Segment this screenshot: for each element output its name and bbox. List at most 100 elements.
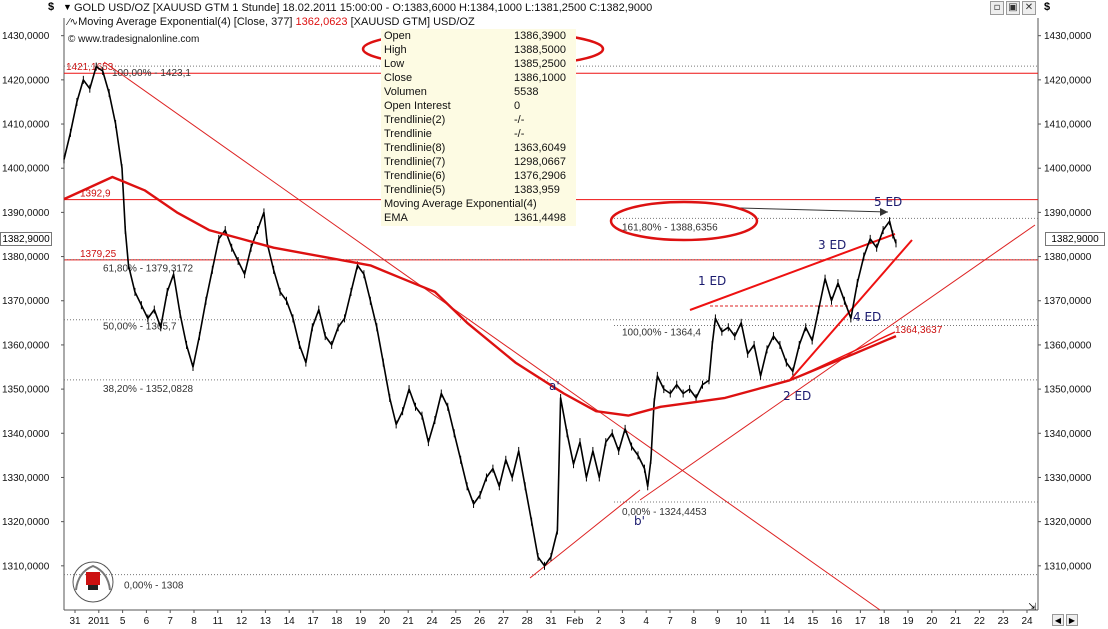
data-window-value: 1361,4498 xyxy=(514,212,566,224)
x-tick-label: 31 xyxy=(69,616,81,627)
x-tick-label: 26 xyxy=(474,616,486,627)
y-tick-label-right: 1410,0000 xyxy=(1044,120,1092,131)
data-window-value: 1376,2906 xyxy=(514,170,566,182)
y-tick-label-right: 1340,0000 xyxy=(1044,429,1092,440)
x-tick-label: 20 xyxy=(379,616,391,627)
scroll-right-button[interactable]: ▶ xyxy=(1066,614,1078,626)
symbol-header: GOLD USD/OZ [XAUUSD GTM 1 Stunde] 18.02.… xyxy=(74,2,652,14)
data-window-value: 1386,1000 xyxy=(514,72,566,84)
data-window-value: 1386,3900 xyxy=(514,30,566,42)
x-tick-label: 11 xyxy=(760,616,771,627)
x-tick-label: 19 xyxy=(355,616,367,627)
x-tick-label: 15 xyxy=(807,616,819,627)
wave-label: b' xyxy=(634,514,645,528)
x-tick-label: 2011 xyxy=(88,616,110,627)
copyright-text: © www.tradesignalonline.com xyxy=(68,34,200,45)
trend-line xyxy=(529,489,641,579)
data-window-value: 1298,0667 xyxy=(514,156,566,168)
data-window-row: Close 1386,1000 xyxy=(384,71,574,85)
y-tick-label-right: 1320,0000 xyxy=(1044,517,1092,528)
y-tick-label-left: 1320,0000 xyxy=(2,517,50,528)
data-window-label: Trendlinie xyxy=(384,128,432,140)
x-tick-label: 19 xyxy=(902,616,914,627)
x-tick-label: 20 xyxy=(926,616,938,627)
data-window-value: 5538 xyxy=(514,86,539,98)
x-tick-label: 13 xyxy=(260,616,272,627)
x-tick-label: 5 xyxy=(120,616,126,627)
data-window-label: Close xyxy=(384,72,413,84)
x-tick-label: 17 xyxy=(855,616,867,627)
data-window: Open 1386,3900 High 1388,5000 Low 1385,2500 Cl… xyxy=(381,29,576,226)
dropdown-arrow-icon[interactable]: ▼ xyxy=(63,2,72,12)
y-tick-label-right: 1370,0000 xyxy=(1044,296,1092,307)
wave-label: 2 ED xyxy=(783,389,811,403)
fibonacci-level-label: 0,00% - 1324,4453 xyxy=(622,507,707,518)
wave-label: 1 ED xyxy=(698,274,726,288)
x-tick-label: 14 xyxy=(783,616,795,627)
y-tick-label-left: 1430,0000 xyxy=(2,31,50,42)
ema-series xyxy=(63,175,897,417)
x-tick-label: 7 xyxy=(167,616,173,627)
data-window-value: -/- xyxy=(514,128,525,140)
x-tick-label: 21 xyxy=(403,616,415,627)
x-tick-label: 24 xyxy=(1021,616,1033,627)
y-tick-label-left: 1380,0000 xyxy=(2,252,50,263)
y-tick-label-left: 1330,0000 xyxy=(2,473,50,484)
x-tick-label: 9 xyxy=(715,616,721,627)
data-window-row: Moving Average Exponential(4) xyxy=(384,197,574,211)
y-tick-label-right: 1430,0000 xyxy=(1044,31,1092,42)
x-tick-label: 6 xyxy=(144,616,150,627)
scroll-left-button[interactable]: ◀ xyxy=(1052,614,1064,626)
x-tick-label: 24 xyxy=(426,616,438,627)
data-window-row: Low 1385,2500 xyxy=(384,57,574,71)
y-tick-label-right: 1330,0000 xyxy=(1044,473,1092,484)
x-tick-label: 4 xyxy=(643,616,649,627)
data-window-row: Open 1386,3900 xyxy=(384,29,574,43)
y-tick-label-left: 1410,0000 xyxy=(2,120,50,131)
x-tick-label: 8 xyxy=(691,616,697,627)
price-series xyxy=(63,65,897,567)
currency-symbol-right: $ xyxy=(1044,1,1051,13)
x-tick-label: 22 xyxy=(974,616,986,627)
restore-button[interactable]: ▣ xyxy=(1006,1,1020,15)
close-button[interactable]: ✕ xyxy=(1022,1,1036,15)
data-window-label: Trendlinie(7) xyxy=(384,156,446,168)
y-tick-label-right: 1400,0000 xyxy=(1044,164,1092,175)
x-tick-label: 31 xyxy=(545,616,557,627)
y-tick-label-right: 1350,0000 xyxy=(1044,385,1092,396)
fibonacci-level-label: 100,00% - 1423,1 xyxy=(112,68,191,79)
wave-label: a' xyxy=(549,379,560,393)
x-tick-label: 18 xyxy=(879,616,891,627)
x-tick-label: 12 xyxy=(236,616,248,627)
fibonacci-level-label: 0,00% - 1308 xyxy=(124,581,184,592)
wave-label: 4 ED xyxy=(853,310,881,324)
ma-line-suffix: [XAUUSD GTM] USD/OZ xyxy=(347,16,475,28)
minimize-button[interactable]: ▫ xyxy=(990,1,1004,15)
value-label: 1364,3637 xyxy=(895,325,943,336)
data-window-label: Moving Average Exponential(4) xyxy=(384,198,537,210)
y-tick-label-right: 1310,0000 xyxy=(1044,561,1092,572)
trend-line xyxy=(789,239,913,381)
data-window-label: High xyxy=(384,44,407,56)
data-window-row: Trendlinie(7) 1298,0667 xyxy=(384,155,574,169)
y-tick-label-left: 1360,0000 xyxy=(2,340,50,351)
data-window-row: Trendlinie -/- xyxy=(384,127,574,141)
data-window-label: Open Interest xyxy=(384,100,451,112)
y-tick-label-left: 1420,0000 xyxy=(2,75,50,86)
data-window-value: 1385,2500 xyxy=(514,58,566,70)
y-tick-label-left: 1370,0000 xyxy=(2,296,50,307)
fibonacci-level-label: 50,00% - 1365,7 xyxy=(103,322,177,333)
x-tick-label: 14 xyxy=(284,616,296,627)
wave-label: 3 ED xyxy=(818,238,846,252)
data-window-row: Volumen 5538 xyxy=(384,85,574,99)
data-window-label: EMA xyxy=(384,212,408,224)
price-tag-left: 1382,9000 xyxy=(0,232,52,246)
data-window-row: EMA 1361,4498 xyxy=(384,211,574,225)
data-window-value: 0 xyxy=(514,100,521,112)
data-window-label: Low xyxy=(384,58,405,70)
x-tick-label: 3 xyxy=(620,616,626,627)
resize-handle-icon[interactable]: ⇲ xyxy=(1028,602,1037,613)
seal-logo xyxy=(72,561,114,603)
price-tag-right: 1382,9000 xyxy=(1045,232,1105,246)
